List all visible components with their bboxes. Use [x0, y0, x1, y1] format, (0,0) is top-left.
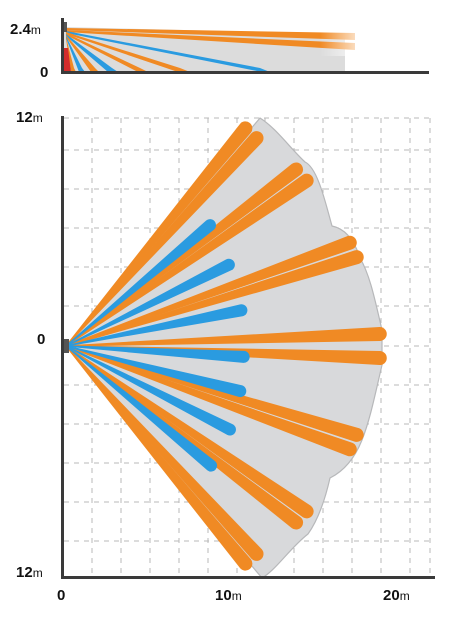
- long-range-beam: [65, 345, 314, 519]
- long-range-beam: [65, 345, 357, 457]
- short-range-beam: [65, 258, 235, 347]
- x-label-10m: 10m: [215, 587, 242, 604]
- side-beam-long-3: [66, 32, 190, 72]
- long-range-beam: [65, 235, 357, 347]
- long-range-beam: [65, 173, 314, 347]
- long-range-beam: [65, 345, 264, 561]
- x-label-20m: 20m: [383, 587, 410, 604]
- top-view-y-top-label: 12m: [16, 109, 43, 126]
- side-view-y-axis: [61, 18, 64, 74]
- side-beam-long-6: [66, 37, 76, 72]
- side-beam-short-1: [66, 31, 270, 72]
- side-beam-long-4: [66, 33, 148, 72]
- short-range-beam: [65, 345, 218, 472]
- short-range-beam: [65, 345, 250, 363]
- long-range-beam: [65, 162, 304, 347]
- side-beam-long-2: [66, 30, 355, 50]
- top-view-y-bottom-label: 12m: [16, 564, 43, 581]
- side-view-zero-label: 0: [40, 64, 48, 81]
- short-range-beam: [65, 345, 236, 436]
- long-range-beam: [65, 345, 364, 442]
- short-range-beam: [65, 345, 247, 398]
- side-view: 2.4m 0: [10, 18, 429, 81]
- side-view-coverage-area: [64, 27, 345, 72]
- short-range-beam: [65, 219, 217, 347]
- long-range-beam: [65, 326, 387, 347]
- side-view-height-label: 2.4m: [10, 21, 41, 38]
- side-view-x-axis: [61, 71, 429, 74]
- creep-zone: [63, 48, 71, 72]
- long-range-beam: [65, 121, 253, 347]
- beams: [65, 121, 387, 571]
- long-range-beam: [65, 131, 264, 347]
- detector-side: [64, 22, 67, 32]
- long-range-beam: [65, 345, 253, 571]
- top-view-y-mid-label: 0: [37, 331, 45, 348]
- x-label-origin: 0: [57, 587, 65, 604]
- detector-top: [64, 339, 69, 353]
- side-view-fade: [320, 24, 370, 56]
- side-beam-long-1: [66, 28, 355, 40]
- top-view-x-axis: [61, 576, 435, 579]
- short-range-beam: [65, 304, 248, 347]
- top-view: 12m 0 12m 0 10m 20m: [16, 109, 435, 604]
- top-view-y-axis: [61, 116, 64, 578]
- long-range-beam: [65, 250, 364, 347]
